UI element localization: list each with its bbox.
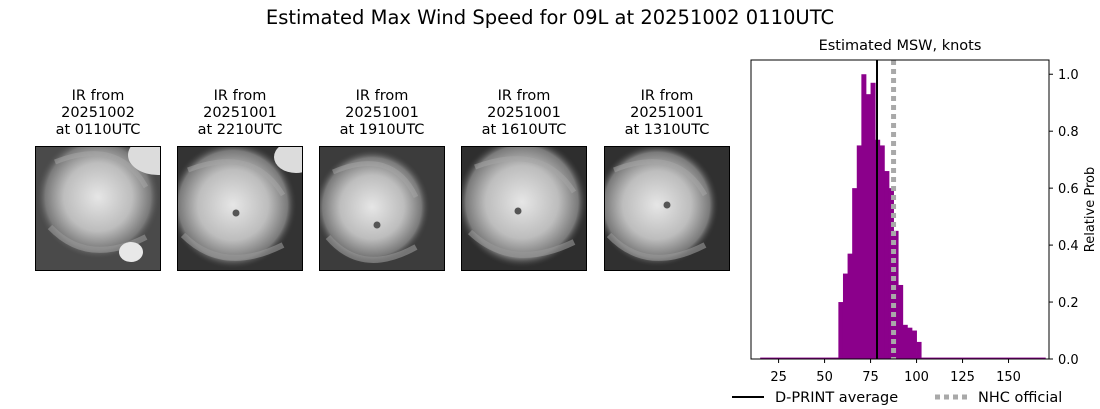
y-tick-label: 0.2: [1058, 296, 1079, 311]
legend-label-nhc: NHC official: [978, 390, 1062, 406]
figure-title: Estimated Max Wind Speed for 09L at 2025…: [265, 6, 835, 29]
histogram-bar: [870, 82, 876, 360]
x-tick-label: 75: [862, 370, 879, 385]
y-tick-label: 0.4: [1058, 239, 1079, 254]
y-tick-label: 0.6: [1058, 182, 1079, 197]
ir-satellite-image-hurricane: [604, 146, 730, 271]
y-tick-label: 0.0: [1058, 353, 1079, 368]
ir-panel-1: IR from 20251002 at 0110UTC: [13, 88, 183, 278]
ir-satellite-image-hurricane: [35, 146, 161, 271]
histogram-bar: [884, 171, 890, 359]
x-tick-label: 50: [816, 370, 833, 385]
histogram-bar: [888, 188, 894, 359]
histogram-bar: [852, 188, 858, 359]
histogram-bar: [907, 327, 913, 359]
histogram-bar: [865, 94, 871, 360]
histogram-bar: [838, 302, 844, 359]
ir-panel-title: IR from 20251001 at 1610UTC: [481, 88, 567, 138]
x-tick-label: 25: [770, 370, 787, 385]
histogram-bar: [921, 357, 1046, 359]
ir-panel-2: IR from 20251001 at 2210UTC: [155, 88, 325, 278]
histogram-bar: [916, 341, 922, 359]
y-axis-label: Relative Prob: [1083, 167, 1098, 252]
y-tick-label: 1.0: [1058, 68, 1079, 83]
ir-panel-5: IR from 20251001 at 1310UTC: [582, 88, 752, 278]
histogram-bar: [847, 253, 853, 359]
chart-title: Estimated MSW, knots: [819, 38, 982, 54]
histogram-bar: [760, 357, 839, 359]
histogram-bar: [879, 145, 885, 359]
histogram-bar: [842, 273, 848, 359]
ir-satellite-image-hurricane: [461, 146, 587, 271]
ir-panel-4: IR from 20251001 at 1610UTC: [439, 88, 609, 278]
ir-panel-title: IR from 20251001 at 1910UTC: [339, 88, 425, 138]
histogram-bar: [911, 330, 917, 359]
histogram-bar: [898, 284, 904, 359]
y-tick-label: 0.8: [1058, 125, 1079, 140]
histogram-bar: [856, 145, 862, 359]
ir-satellite-image-hurricane: [319, 146, 445, 271]
x-tick-label: 100: [904, 370, 929, 385]
ir-panel-title: IR from 20251001 at 2210UTC: [197, 88, 283, 138]
x-tick-label: 150: [996, 370, 1021, 385]
ir-satellite-image-hurricane: [177, 146, 303, 271]
ir-panel-title: IR from 20251001 at 1310UTC: [624, 88, 710, 138]
histogram-bar: [902, 324, 908, 359]
plot-frame: [750, 59, 1050, 360]
ir-panel-title: IR from 20251002 at 0110UTC: [55, 88, 141, 138]
x-tick-label: 125: [950, 370, 975, 385]
histogram-bar: [861, 74, 867, 359]
legend-label-dprint: D-PRINT average: [775, 390, 898, 406]
ir-panel-3: IR from 20251001 at 1910UTC: [297, 88, 467, 278]
